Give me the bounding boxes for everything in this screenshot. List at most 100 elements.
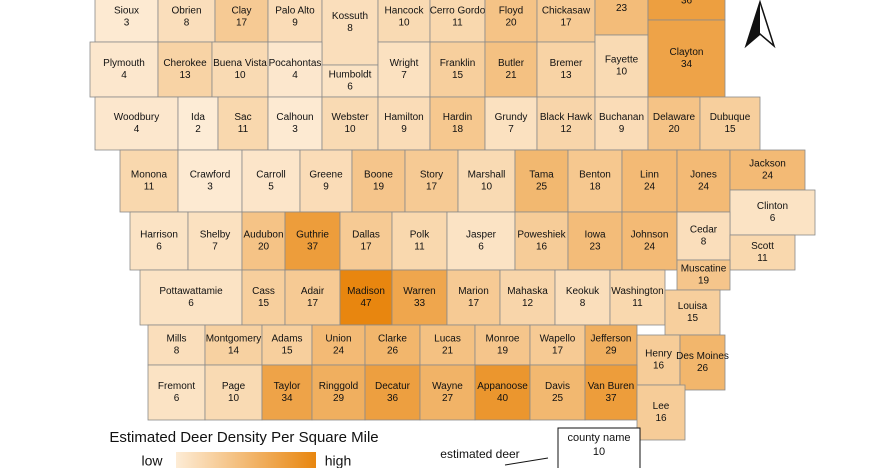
county-value: 9 bbox=[401, 124, 407, 135]
county-value: 15 bbox=[724, 124, 736, 135]
county bbox=[636, 334, 681, 386]
county-value: 6 bbox=[347, 82, 353, 93]
county-value: 24 bbox=[644, 242, 656, 253]
county-value: 17 bbox=[307, 298, 319, 309]
county-value: 6 bbox=[478, 242, 484, 253]
county-name: Fremont bbox=[158, 381, 195, 392]
county bbox=[377, 96, 431, 151]
county-value: 8 bbox=[580, 298, 586, 309]
county bbox=[267, 41, 323, 98]
county-name: Madison bbox=[347, 286, 385, 297]
county-value: 26 bbox=[387, 346, 399, 357]
county bbox=[377, 0, 431, 43]
county-value: 20 bbox=[505, 18, 517, 29]
county-name: Woodbury bbox=[114, 112, 159, 123]
county-name: Boone bbox=[364, 170, 393, 181]
county-value: 12 bbox=[560, 124, 572, 135]
key-box bbox=[557, 427, 641, 468]
county-name: Bremer bbox=[550, 58, 583, 69]
county bbox=[457, 149, 516, 213]
county-name: Johnson bbox=[631, 230, 669, 241]
county-name: Monroe bbox=[486, 334, 520, 345]
county-value: 7 bbox=[508, 124, 514, 135]
county-value: 11 bbox=[144, 182, 155, 193]
county bbox=[261, 364, 313, 421]
county-value: 24 bbox=[644, 182, 656, 193]
county-value: 15 bbox=[452, 70, 464, 81]
county-name: Montgomery bbox=[206, 334, 262, 345]
county bbox=[647, 96, 701, 151]
legend-low: low bbox=[141, 453, 163, 468]
county-name: Grundy bbox=[495, 112, 528, 123]
county-name: Jasper bbox=[466, 230, 497, 241]
county-name: Story bbox=[420, 170, 443, 181]
county bbox=[699, 96, 761, 151]
county-name: Cedar bbox=[690, 225, 718, 236]
county-value: 34 bbox=[681, 59, 693, 70]
county bbox=[89, 41, 159, 98]
county-name: Buena Vista bbox=[213, 58, 267, 69]
county bbox=[211, 41, 269, 98]
county bbox=[647, 19, 726, 98]
county-name: Webster bbox=[331, 112, 369, 123]
county bbox=[499, 269, 556, 326]
north-arrow bbox=[744, 0, 776, 49]
county-value: 16 bbox=[653, 361, 665, 372]
county-name: Muscatine bbox=[681, 264, 727, 275]
county-name: Hamilton bbox=[384, 112, 423, 123]
county bbox=[339, 211, 393, 271]
county-value: 20 bbox=[668, 124, 680, 135]
county-value: 17 bbox=[468, 298, 480, 309]
county-value: 3 bbox=[124, 18, 130, 29]
county-value: 4 bbox=[134, 124, 140, 135]
county bbox=[311, 324, 366, 366]
county bbox=[217, 96, 269, 151]
county bbox=[446, 269, 501, 326]
county-value: 15 bbox=[687, 313, 699, 324]
county bbox=[484, 0, 538, 43]
county-value: 11 bbox=[757, 253, 768, 264]
legend-gradient bbox=[176, 452, 316, 468]
county bbox=[554, 269, 611, 326]
county bbox=[241, 211, 286, 271]
county bbox=[364, 324, 421, 366]
county-name: Poweshiek bbox=[517, 230, 566, 241]
county-value: 17 bbox=[426, 182, 438, 193]
county bbox=[567, 211, 623, 271]
key-label: estimated deer bbox=[440, 447, 519, 461]
county bbox=[321, 64, 379, 98]
county bbox=[729, 234, 796, 271]
county-value: 19 bbox=[497, 346, 509, 357]
county-value: 6 bbox=[174, 393, 180, 404]
county-name: Davis bbox=[545, 381, 570, 392]
county-name: Kossuth bbox=[332, 11, 368, 22]
county bbox=[284, 269, 341, 326]
county bbox=[419, 364, 476, 421]
county-value: 8 bbox=[184, 18, 190, 29]
county-name: Plymouth bbox=[103, 58, 145, 69]
county-value: 10 bbox=[398, 18, 410, 29]
county bbox=[241, 149, 301, 213]
county bbox=[204, 364, 263, 421]
county bbox=[446, 211, 516, 271]
county-value: 17 bbox=[552, 346, 564, 357]
county bbox=[429, 41, 486, 98]
county-name: Marion bbox=[458, 286, 489, 297]
legend-title: Estimated Deer Density Per Square Mile bbox=[109, 429, 378, 446]
county-name: Sac bbox=[234, 112, 251, 123]
county-value: 24 bbox=[698, 182, 710, 193]
county bbox=[299, 149, 353, 213]
county-name: Pocahontas bbox=[269, 58, 322, 69]
county-name: Clinton bbox=[757, 201, 788, 212]
county-value: 34 bbox=[281, 393, 293, 404]
county bbox=[594, 34, 649, 98]
county bbox=[484, 41, 538, 98]
county-value: 17 bbox=[236, 18, 248, 29]
county-name: Delaware bbox=[653, 112, 696, 123]
county-name: Lucas bbox=[434, 334, 461, 345]
county-value: 13 bbox=[179, 70, 191, 81]
county-value: 15 bbox=[258, 298, 270, 309]
county-name: Benton bbox=[579, 170, 611, 181]
county-value: 11 bbox=[414, 242, 425, 253]
county-name: Shelby bbox=[200, 230, 231, 241]
